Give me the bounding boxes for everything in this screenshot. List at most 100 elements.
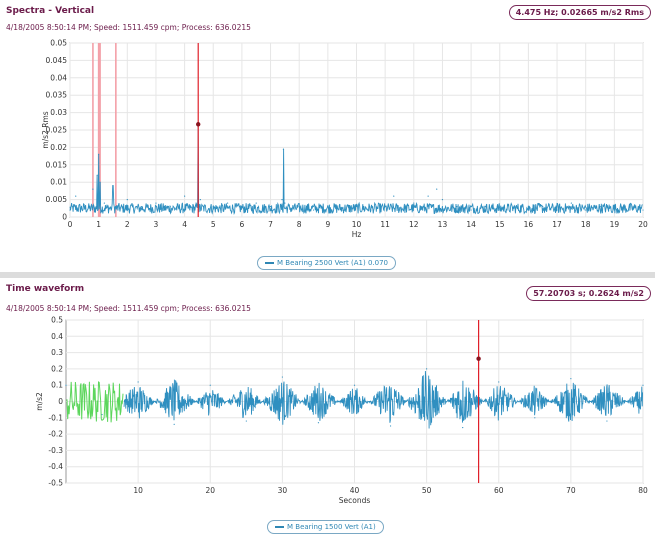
data-point	[513, 205, 515, 208]
data-point	[209, 384, 211, 386]
x-tick-label: 9	[325, 220, 330, 229]
x-axis-label: Seconds	[339, 496, 371, 505]
data-point	[456, 205, 458, 208]
data-point	[599, 205, 601, 208]
data-point	[65, 384, 67, 386]
y-tick-label: -0.5	[48, 479, 63, 488]
x-tick-label: 1	[96, 220, 101, 229]
data-point	[298, 205, 300, 208]
data-point	[499, 209, 501, 211]
data-point	[527, 209, 530, 211]
data-point	[241, 205, 243, 208]
data-point	[353, 384, 356, 386]
data-point	[212, 205, 214, 208]
data-point	[398, 209, 401, 211]
data-point	[269, 205, 272, 208]
y-axis-label: m/s2	[35, 392, 44, 411]
data-point	[126, 199, 128, 201]
cursor-point	[476, 356, 481, 361]
y-tick-label: 0.1	[51, 381, 63, 390]
x-tick-label: 11	[380, 220, 390, 229]
data-point	[75, 195, 77, 197]
legend-swatch	[265, 262, 274, 264]
data-point	[585, 209, 587, 211]
data-point	[606, 420, 608, 422]
data-point	[83, 205, 85, 208]
x-axis-label: Hz	[352, 230, 362, 239]
waveform-cursor-readout[interactable]: 57.20703 s; 0.2624 m/s2	[526, 286, 651, 301]
spectrum-title: Spectra - Vertical	[6, 6, 95, 16]
data-point	[184, 195, 186, 197]
spectrum-chart[interactable]: 0 0.005 0.01 0.015 0.02 0.025 0.03 0.035 0.04 0.0…	[0, 0, 655, 272]
x-tick-label: 4	[182, 220, 187, 229]
data-point	[199, 199, 201, 201]
spectrum-legend[interactable]: M Bearing 2500 Vert (A1) 0.070	[257, 256, 396, 270]
y-tick-label: 0.4	[51, 332, 63, 341]
panel-separator[interactable]	[0, 272, 655, 278]
waveform-legend[interactable]: M Bearing 1500 Vert (A1)	[267, 520, 384, 534]
legend-swatch	[275, 526, 284, 528]
data-point	[642, 384, 644, 386]
data-point	[282, 148, 285, 150]
data-point	[570, 202, 572, 204]
y-tick-label: 0.3	[51, 348, 63, 357]
data-point	[413, 202, 415, 204]
data-point	[284, 202, 286, 204]
data-point	[498, 381, 500, 383]
highlighted-segment	[66, 381, 124, 423]
data-point	[470, 209, 472, 211]
y-tick-label: 0.01	[50, 178, 67, 187]
x-tick-label: 20	[638, 220, 648, 229]
data-point	[642, 209, 644, 211]
data-point	[173, 423, 175, 425]
y-tick-label: 0	[62, 213, 67, 222]
x-tick-label: 17	[552, 220, 562, 229]
x-tick-label: 3	[154, 220, 159, 229]
x-tick-label: 30	[278, 486, 288, 495]
data-point	[99, 181, 101, 183]
waveform-panel: Time waveform 4/18/2005 8:50:14 PM; Spee…	[0, 278, 655, 537]
spectrum-legend-label: M Bearing 2500 Vert (A1) 0.070	[277, 259, 388, 267]
data-point	[534, 417, 536, 419]
data-point	[355, 205, 358, 208]
data-point	[169, 205, 171, 208]
y-tick-label: 0.025	[46, 126, 68, 135]
x-tick-label: 20	[205, 486, 215, 495]
x-tick-label: 19	[610, 220, 620, 229]
data-point	[384, 205, 386, 208]
waveform-chart[interactable]: -0.5 -0.4 -0.3 -0.2 -0.1 0 0.1 0.2 0.3 0.4 0.5 10 20…	[0, 278, 655, 537]
data-point	[327, 205, 329, 208]
waveform-legend-label: M Bearing 1500 Vert (A1)	[287, 523, 376, 531]
data-point	[195, 202, 197, 204]
data-point	[155, 202, 157, 204]
y-tick-label: 0.02	[50, 143, 67, 152]
data-point	[115, 205, 117, 208]
data-point	[226, 202, 229, 204]
data-point	[427, 195, 429, 197]
data-point	[370, 209, 372, 211]
data-point	[542, 205, 544, 208]
cursor-point	[196, 122, 201, 127]
data-point	[96, 174, 98, 176]
data-point	[112, 185, 114, 187]
spectrum-panel: Spectra - Vertical 4/18/2005 8:50:14 PM;…	[0, 0, 655, 272]
y-tick-label: 0.045	[46, 56, 68, 65]
data-point	[426, 368, 428, 370]
x-tick-label: 7	[268, 220, 273, 229]
x-tick-label: 10	[352, 220, 362, 229]
y-tick-label: 0	[58, 397, 63, 406]
y-axis-label: m/s2 Rms	[41, 111, 50, 148]
waveform-subtitle: 4/18/2005 8:50:14 PM; Speed: 1511.459 cp…	[6, 304, 251, 313]
x-tick-label: 6	[240, 220, 245, 229]
data-point	[341, 209, 343, 211]
data-point	[628, 209, 630, 211]
data-point	[613, 209, 615, 211]
spectrum-cursor-readout[interactable]: 4.475 Hz; 0.02665 m/s2 Rms	[508, 5, 651, 20]
x-tick-label: 50	[422, 486, 432, 495]
data-point	[255, 202, 257, 204]
y-tick-label: 0.03	[50, 108, 67, 117]
spectrum-subtitle: 4/18/2005 8:50:14 PM; Speed: 1511.459 cp…	[6, 23, 251, 32]
x-tick-label: 12	[409, 220, 419, 229]
data-point	[281, 199, 283, 201]
data-point	[317, 422, 320, 424]
